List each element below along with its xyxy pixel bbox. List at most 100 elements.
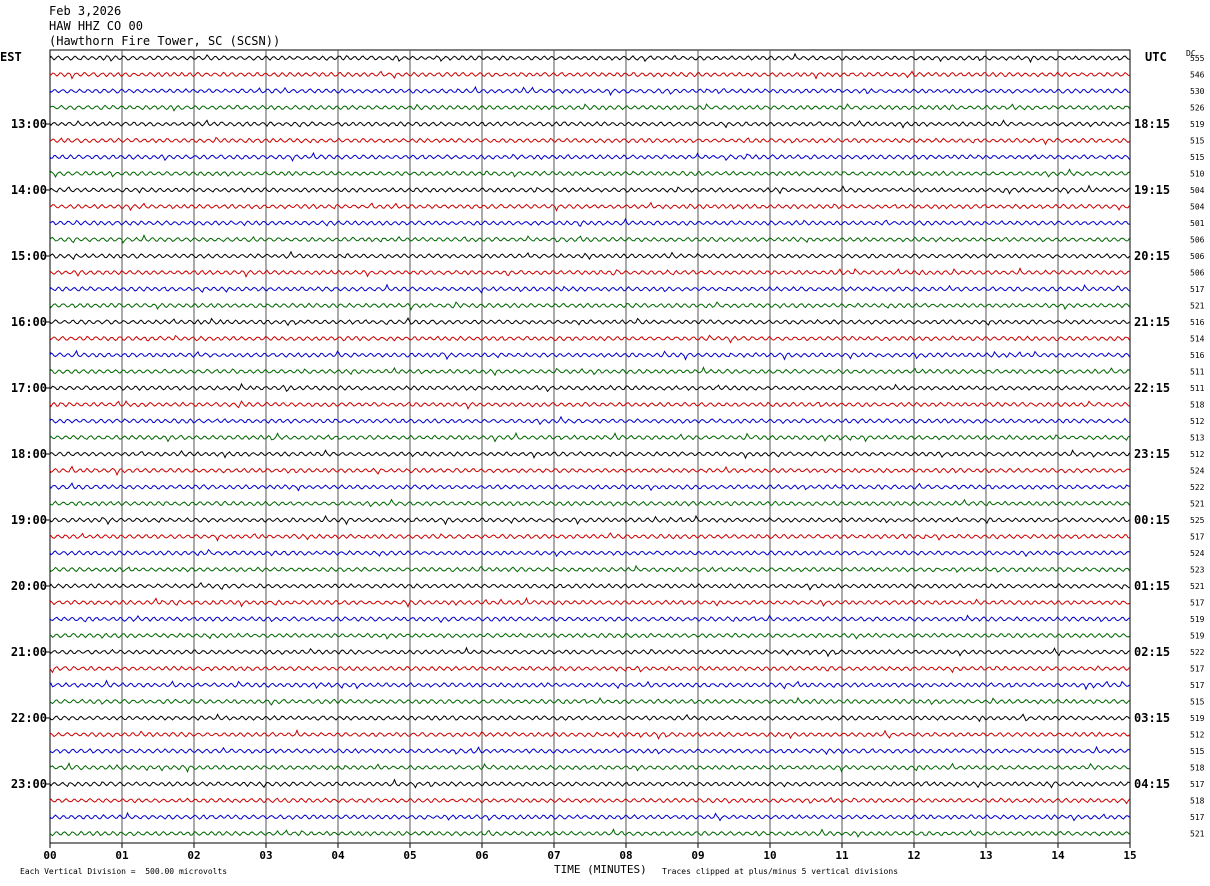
x-tick-label: 04 xyxy=(331,849,345,862)
x-axis-title: TIME (MINUTES) xyxy=(554,863,647,876)
dc-offset-label: 515 xyxy=(1190,137,1205,146)
x-tick-label: 03 xyxy=(259,849,272,862)
dc-offset-header: DC xyxy=(1186,49,1196,58)
x-tick-label: 14 xyxy=(1051,849,1065,862)
dc-offset-label: 511 xyxy=(1190,384,1205,393)
dc-offset-label: 518 xyxy=(1190,797,1205,806)
seismic-trace xyxy=(49,745,1130,756)
left-hour-label: 16:00 xyxy=(11,315,47,329)
dc-offset-label: 521 xyxy=(1190,582,1205,591)
seismic-trace xyxy=(49,317,1130,327)
dc-offset-label: 523 xyxy=(1190,566,1205,575)
seismic-trace xyxy=(49,465,1130,477)
seismic-trace xyxy=(49,632,1130,640)
dc-offset-label: 530 xyxy=(1190,87,1205,96)
dc-offset-label: 521 xyxy=(1190,500,1205,509)
left-hour-label: 15:00 xyxy=(11,249,47,263)
dc-offset-label: 512 xyxy=(1190,731,1205,740)
seismic-trace xyxy=(49,449,1130,460)
dc-offset-label: 519 xyxy=(1190,632,1205,641)
dc-offset-label: 517 xyxy=(1190,665,1205,674)
x-tick-label: 05 xyxy=(403,849,416,862)
seismic-trace xyxy=(49,103,1130,112)
left-hour-label: 21:00 xyxy=(11,645,47,659)
dc-offset-label: 524 xyxy=(1190,467,1205,476)
seismic-trace xyxy=(49,761,1130,774)
seismic-trace xyxy=(49,696,1130,706)
dc-offset-label: 517 xyxy=(1190,599,1205,608)
seismic-trace xyxy=(49,70,1130,80)
right-hour-label: 02:15 xyxy=(1134,645,1170,659)
dc-offset-label: 519 xyxy=(1190,714,1205,723)
seismic-trace xyxy=(49,366,1130,377)
dc-offset-label: 504 xyxy=(1190,203,1205,212)
seismic-trace xyxy=(49,778,1130,789)
x-tick-label: 07 xyxy=(547,849,560,862)
dc-offset-label: 514 xyxy=(1190,335,1205,344)
seismic-trace xyxy=(49,267,1130,278)
x-tick-label: 06 xyxy=(475,849,489,862)
seismic-trace xyxy=(49,119,1130,129)
right-hour-label: 04:15 xyxy=(1134,777,1170,791)
dc-offset-label: 519 xyxy=(1190,615,1205,624)
scale-note: Each Vertical Division = 500.00 microvol… xyxy=(20,867,228,876)
seismic-trace xyxy=(49,679,1130,691)
seismic-trace xyxy=(49,233,1130,244)
dc-offset-label: 521 xyxy=(1190,830,1205,839)
seismic-trace xyxy=(49,596,1130,609)
seismic-trace xyxy=(49,581,1130,591)
dc-offset-label: 511 xyxy=(1190,368,1205,377)
dc-offset-label: 501 xyxy=(1190,219,1205,228)
dc-offset-label: 524 xyxy=(1190,549,1205,558)
plot-date: Feb 3,2026 xyxy=(49,4,122,18)
left-hour-label: 23:00 xyxy=(11,777,47,791)
seismic-trace xyxy=(49,498,1130,508)
x-tick-label: 09 xyxy=(691,849,704,862)
dc-offset-label: 517 xyxy=(1190,681,1205,690)
dc-offset-label: 522 xyxy=(1190,648,1205,657)
x-tick-label: 13 xyxy=(979,849,992,862)
seismic-trace xyxy=(49,184,1130,195)
seismic-trace xyxy=(49,514,1130,526)
seismic-trace xyxy=(49,301,1130,311)
right-hour-label: 03:15 xyxy=(1134,711,1170,725)
seismic-trace xyxy=(49,334,1130,344)
dc-offset-label: 512 xyxy=(1190,417,1205,426)
left-hour-label: 14:00 xyxy=(11,183,47,197)
dc-offset-label: 526 xyxy=(1190,104,1205,113)
dc-offset-label: 515 xyxy=(1190,153,1205,162)
seismic-trace xyxy=(49,151,1130,162)
x-tick-label: 15 xyxy=(1123,849,1136,862)
dc-offset-label: 517 xyxy=(1190,780,1205,789)
dc-offset-label: 516 xyxy=(1190,318,1205,327)
dc-offset-label: 515 xyxy=(1190,698,1205,707)
clip-note: Traces clipped at plus/minus 5 vertical … xyxy=(662,867,899,876)
right-hour-label: 18:15 xyxy=(1134,117,1170,131)
x-tick-label: 01 xyxy=(115,849,129,862)
left-hour-label: 13:00 xyxy=(11,117,47,131)
right-hour-label: 01:15 xyxy=(1134,579,1170,593)
dc-offset-label: 515 xyxy=(1190,747,1205,756)
seismic-trace xyxy=(49,548,1130,558)
left-timezone-label: EST xyxy=(0,50,22,64)
dc-offset-label: 504 xyxy=(1190,186,1205,195)
seismic-trace xyxy=(49,217,1130,227)
seismic-trace xyxy=(49,52,1130,64)
x-tick-label: 12 xyxy=(907,849,920,862)
seismic-trace xyxy=(49,349,1130,361)
dc-offset-label: 516 xyxy=(1190,351,1205,360)
dc-offset-label: 522 xyxy=(1190,483,1205,492)
seismic-trace xyxy=(49,729,1130,740)
seismic-trace xyxy=(49,713,1130,723)
seismic-trace xyxy=(49,201,1130,212)
station-location: (Hawthorn Fire Tower, SC (SCSN)) xyxy=(49,34,281,48)
seismic-trace xyxy=(49,564,1130,573)
dc-offset-label: 506 xyxy=(1190,236,1205,245)
seismic-trace xyxy=(49,646,1130,658)
dc-offset-label: 546 xyxy=(1190,71,1205,80)
station-code: HAW HHZ CO 00 xyxy=(49,19,143,33)
right-hour-label: 23:15 xyxy=(1134,447,1170,461)
seismic-trace xyxy=(49,168,1130,178)
dc-offset-label: 506 xyxy=(1190,269,1205,278)
